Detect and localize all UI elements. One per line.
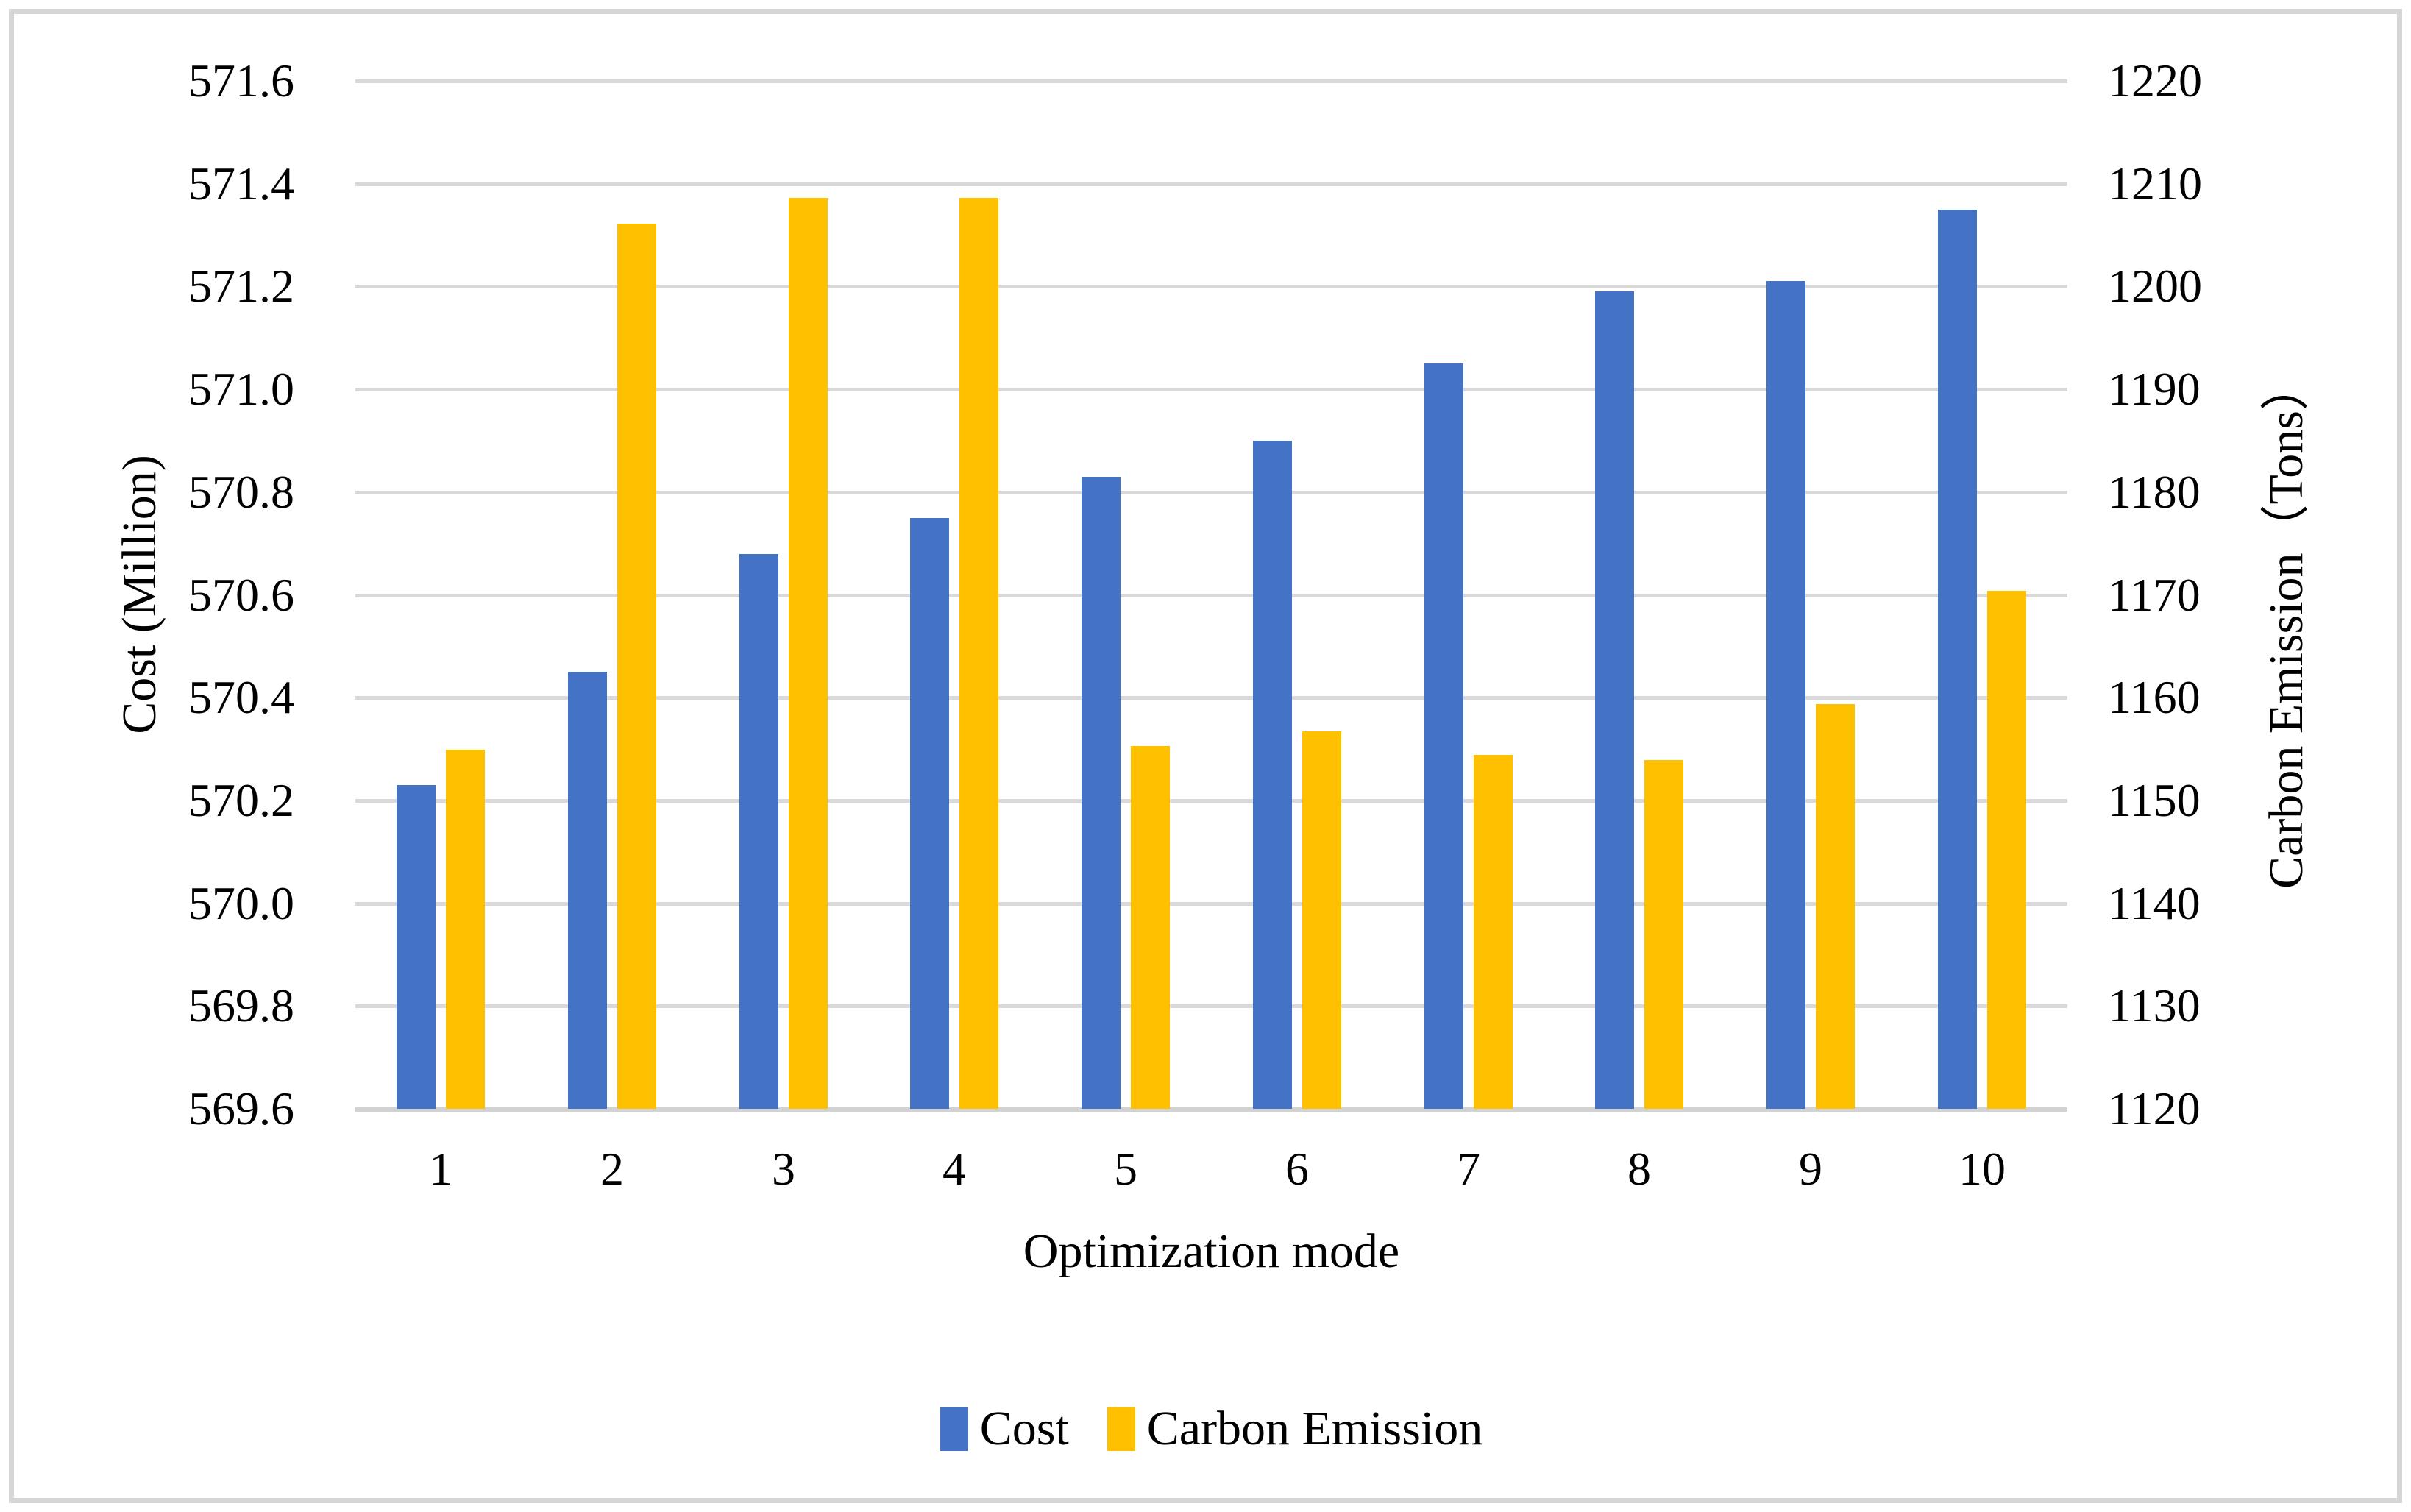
legend-label: Carbon Emission bbox=[1146, 1402, 1483, 1455]
legend-label: Cost bbox=[979, 1402, 1069, 1455]
bar-carbon-emission-1 bbox=[446, 750, 485, 1109]
bar-carbon-emission-2 bbox=[617, 224, 656, 1109]
legend-swatch-icon bbox=[940, 1407, 968, 1451]
legend-swatch-icon bbox=[1107, 1407, 1135, 1451]
gridline bbox=[355, 594, 2067, 597]
bar-cost-10 bbox=[1938, 210, 1977, 1109]
left-axis-tick-label: 571.6 bbox=[188, 54, 294, 107]
gridline bbox=[355, 799, 2067, 803]
right-axis-tick-label: 1130 bbox=[2108, 979, 2201, 1032]
left-axis-tick-label: 570.0 bbox=[188, 877, 294, 929]
x-axis-category-label: 5 bbox=[1114, 1143, 1137, 1195]
bar-carbon-emission-8 bbox=[1644, 760, 1683, 1109]
gridline bbox=[355, 491, 2067, 494]
bar-carbon-emission-5 bbox=[1131, 746, 1170, 1109]
right-axis-tick-label: 1120 bbox=[2108, 1082, 2201, 1135]
bar-carbon-emission-6 bbox=[1302, 731, 1341, 1109]
gridline bbox=[355, 388, 2067, 391]
bar-carbon-emission-10 bbox=[1987, 591, 2026, 1109]
left-axis-tick-label: 570.4 bbox=[188, 671, 294, 723]
x-axis-category-label: 3 bbox=[772, 1143, 795, 1195]
bar-cost-3 bbox=[739, 554, 778, 1109]
chart-border bbox=[9, 9, 2402, 1503]
bar-carbon-emission-4 bbox=[959, 198, 998, 1109]
left-axis-tick-label: 569.6 bbox=[188, 1082, 294, 1135]
x-axis-category-label: 8 bbox=[1627, 1143, 1651, 1195]
bar-cost-2 bbox=[568, 672, 607, 1109]
bar-cost-6 bbox=[1253, 441, 1292, 1109]
bar-carbon-emission-3 bbox=[789, 198, 828, 1109]
left-axis-tick-label: 569.8 bbox=[188, 979, 294, 1032]
bar-carbon-emission-7 bbox=[1474, 755, 1513, 1109]
right-axis-tick-label: 1190 bbox=[2108, 363, 2201, 415]
left-axis-tick-label: 571.4 bbox=[188, 157, 294, 210]
left-axis-tick-label: 570.8 bbox=[188, 466, 294, 518]
right-axis-tick-label: 1200 bbox=[2108, 260, 2202, 312]
right-axis-tick-label: 1170 bbox=[2108, 569, 2201, 621]
bar-cost-4 bbox=[910, 518, 949, 1109]
x-axis-line bbox=[355, 1107, 2067, 1112]
bar-cost-1 bbox=[397, 785, 436, 1109]
gridline bbox=[355, 285, 2067, 288]
legend-item-cost: Cost bbox=[940, 1405, 1069, 1453]
left-axis-tick-label: 571.2 bbox=[188, 260, 294, 312]
legend-item-carbon-emission: Carbon Emission bbox=[1107, 1405, 1483, 1453]
x-axis-category-label: 4 bbox=[942, 1143, 966, 1195]
gridline bbox=[355, 696, 2067, 700]
right-axis-tick-label: 1150 bbox=[2108, 774, 2201, 826]
right-axis-tick-label: 1210 bbox=[2108, 157, 2202, 210]
x-axis-category-label: 9 bbox=[1799, 1143, 1822, 1195]
gridline bbox=[355, 79, 2067, 83]
bar-cost-7 bbox=[1424, 363, 1463, 1109]
x-axis-category-label: 10 bbox=[1959, 1143, 2006, 1195]
right-axis-tick-label: 1220 bbox=[2108, 54, 2202, 107]
right-axis-tick-label: 1180 bbox=[2108, 466, 2201, 518]
gridline bbox=[355, 902, 2067, 906]
x-axis-title: Optimization mode bbox=[1023, 1224, 1400, 1278]
bar-carbon-emission-9 bbox=[1816, 704, 1855, 1109]
x-axis-category-label: 2 bbox=[600, 1143, 624, 1195]
x-axis-category-label: 6 bbox=[1285, 1143, 1309, 1195]
legend: Cost Carbon Emission bbox=[355, 1399, 2067, 1458]
x-axis-category-label: 7 bbox=[1457, 1143, 1480, 1195]
bar-cost-8 bbox=[1595, 291, 1634, 1109]
gridline bbox=[355, 1004, 2067, 1008]
x-axis-category-label: 1 bbox=[429, 1143, 452, 1195]
left-axis-tick-label: 571.0 bbox=[188, 363, 294, 415]
left-axis-tick-label: 570.6 bbox=[188, 569, 294, 621]
right-axis-tick-label: 1160 bbox=[2108, 671, 2201, 723]
bar-cost-5 bbox=[1082, 477, 1121, 1109]
gridline bbox=[355, 182, 2067, 186]
right-axis-tick-label: 1140 bbox=[2108, 877, 2201, 929]
bar-cost-9 bbox=[1766, 281, 1805, 1109]
left-axis-tick-label: 570.2 bbox=[188, 774, 294, 826]
